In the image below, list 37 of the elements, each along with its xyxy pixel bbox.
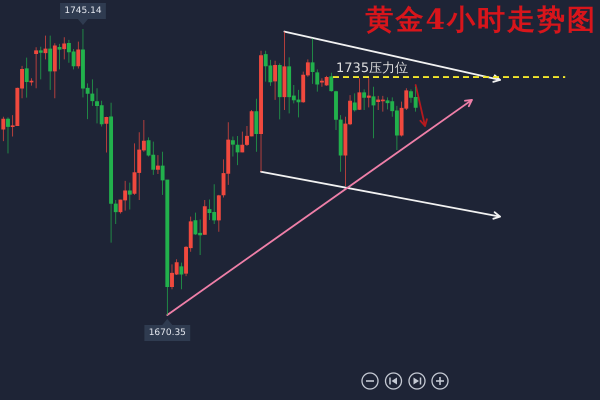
candlestick — [29, 78, 34, 86]
candlestick — [352, 93, 357, 112]
candlestick — [90, 78, 94, 106]
candlestick — [236, 136, 240, 166]
candlestick — [76, 41, 80, 69]
candlestick — [202, 200, 207, 236]
candlestick — [6, 117, 10, 154]
candlestick — [109, 102, 114, 243]
candlestick — [128, 182, 132, 210]
candlestick — [62, 36, 66, 60]
candlestick — [179, 262, 184, 290]
candlestick — [366, 78, 371, 108]
candlestick — [278, 62, 282, 120]
candlestick — [216, 194, 221, 232]
candlestick — [44, 35, 48, 60]
annotation: 1670.35 — [148, 328, 186, 338]
candlestick — [48, 35, 52, 90]
candlestick — [38, 46, 43, 80]
candlestick — [338, 114, 343, 172]
candlestick — [357, 78, 362, 110]
chart-title: 黄金4小时走势图 — [364, 3, 597, 36]
candlestick — [52, 42, 57, 99]
candlestick — [104, 116, 108, 153]
candlestick — [362, 88, 366, 110]
candlestick — [254, 98, 258, 152]
candlestick — [259, 50, 263, 172]
candlestick — [156, 154, 160, 174]
candlestick — [24, 57, 29, 98]
annotation: 1745.14 — [64, 6, 102, 16]
candlestick — [334, 90, 338, 130]
candlestick — [230, 136, 235, 157]
candlestick — [58, 44, 62, 70]
candlestick — [372, 86, 376, 139]
candlestick — [1, 116, 6, 142]
candlestick — [34, 46, 38, 89]
candlestick — [240, 131, 244, 153]
candlestick — [273, 60, 278, 100]
